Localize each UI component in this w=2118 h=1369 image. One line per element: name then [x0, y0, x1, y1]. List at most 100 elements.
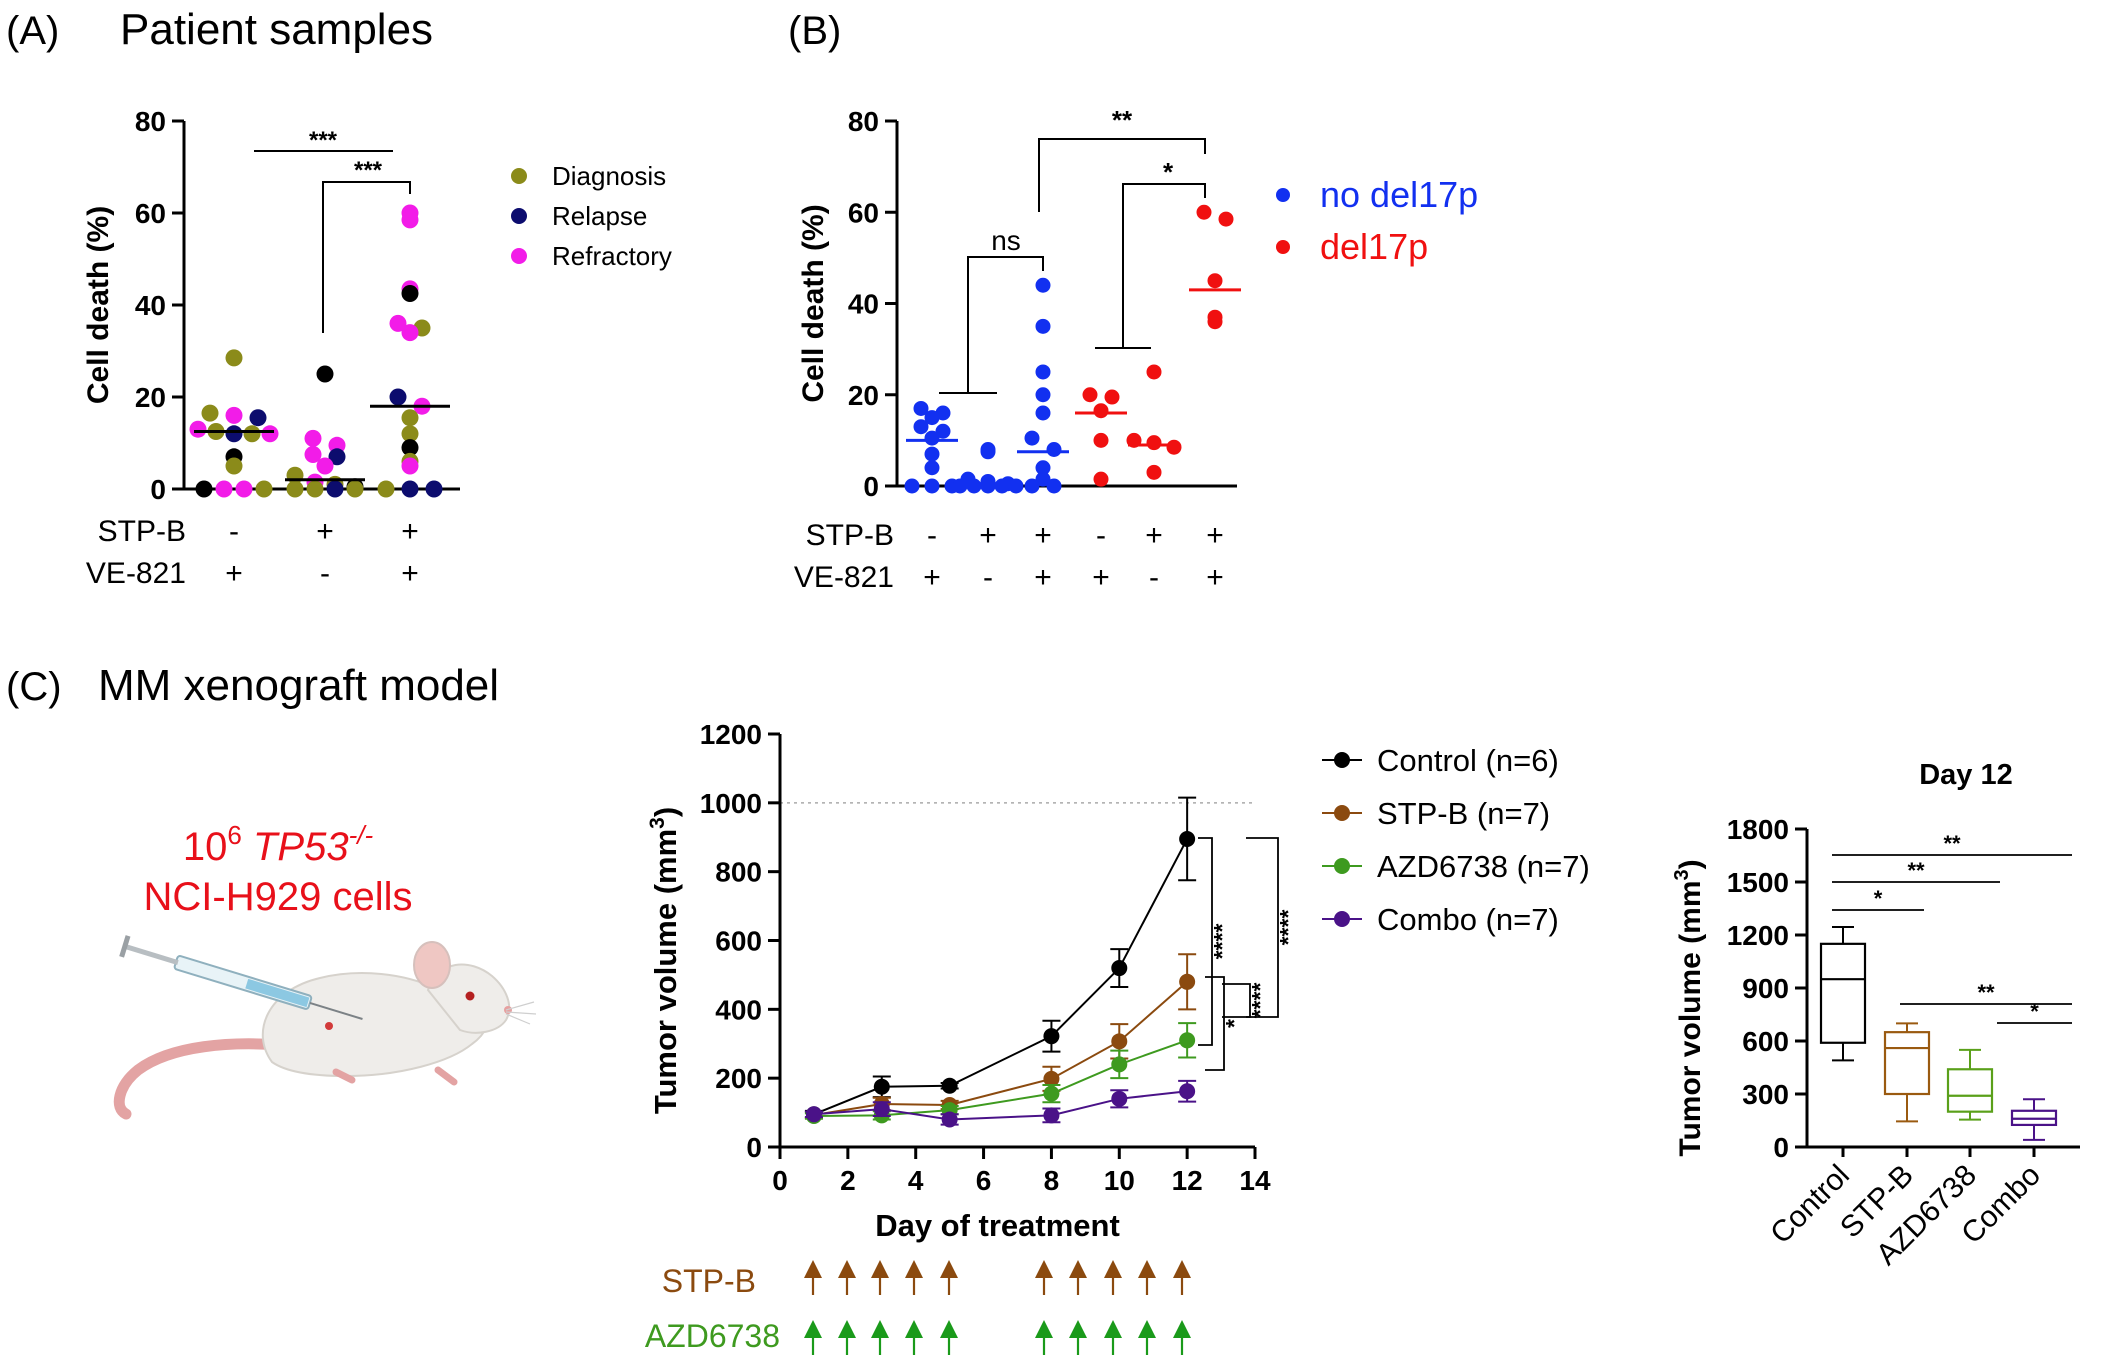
data-point: [255, 480, 273, 498]
y-tick-label: 0: [150, 474, 166, 505]
data-point: [316, 457, 334, 475]
data-point: [235, 480, 253, 498]
data-point: [1035, 318, 1051, 334]
legend-label: STP-B (n=7): [1377, 796, 1550, 831]
data-point: [924, 410, 940, 426]
treatment-sign: -: [1096, 519, 1106, 552]
data-point: [1218, 211, 1234, 227]
mouse-back-paw: [332, 1068, 356, 1084]
treatment-sign: -: [1149, 561, 1159, 594]
mouse-whiskers: [505, 1001, 537, 1025]
data-point: [1179, 973, 1196, 990]
treatment-sign: +: [1092, 561, 1110, 594]
y-tick-label: 80: [135, 106, 166, 137]
treatment-sign: -: [927, 519, 937, 552]
treatment-sign: -: [320, 557, 330, 590]
treatment-sign: -: [983, 561, 993, 594]
y-axis-label-sup: 3: [646, 817, 669, 829]
cells-exponent: 6: [227, 820, 241, 850]
box-chart-title: Day 12: [1919, 759, 2013, 791]
y-tick-label: 900: [1742, 973, 1789, 1004]
data-point: [328, 448, 346, 466]
y-axis-label: Cell death (%): [797, 204, 830, 402]
data-point: [1024, 430, 1040, 446]
data-point: [389, 388, 407, 406]
data-point: [935, 423, 951, 439]
dosing-schedule: [804, 1260, 1191, 1355]
mouse-tail: [113, 1038, 298, 1120]
box: [1946, 1068, 1994, 1113]
data-point: [389, 314, 407, 332]
data-point: [913, 419, 929, 435]
data-point: [1146, 435, 1162, 451]
significance-bracket: [1246, 837, 1279, 1018]
data-point: [1035, 387, 1051, 403]
data-point: [195, 480, 213, 498]
x-tick-label: Control: [1764, 1159, 1856, 1251]
treatment-sign: +: [1145, 519, 1163, 552]
significance-label: **: [1907, 858, 1925, 883]
cells-count: 10: [183, 825, 228, 869]
significance-label: ****: [1209, 924, 1235, 960]
legend-label: Combo (n=7): [1377, 902, 1559, 937]
mouse-ear: [413, 941, 451, 989]
data-point: [904, 478, 920, 494]
data-point: [873, 1101, 890, 1118]
data-point: [1046, 442, 1062, 457]
dose-arrow-head: [838, 1320, 856, 1338]
data-point: [225, 406, 243, 424]
significance-label: **: [1977, 980, 1995, 1005]
data-point: [377, 480, 395, 498]
legend-marker: [1334, 911, 1350, 927]
data-point: [1008, 478, 1024, 494]
treatment-label: STP-B: [806, 519, 894, 552]
x-tick-label: 14: [1239, 1165, 1271, 1196]
y-tick-label: 60: [135, 198, 166, 229]
data-point: [306, 480, 324, 498]
data-point: [401, 211, 419, 229]
data-point: [924, 460, 940, 476]
panel-a-letter: (A): [6, 9, 59, 53]
dose-arrow-head: [1138, 1320, 1156, 1338]
panel-c-letter: (C): [6, 665, 62, 709]
data-point: [225, 425, 243, 443]
dose-arrow-head: [804, 1260, 822, 1278]
syringe-needle: [309, 1001, 363, 1020]
data-point: [401, 324, 419, 342]
panel-b-letter: (B): [788, 9, 841, 53]
dose-arrow-head: [871, 1320, 889, 1338]
y-axis-label: Cell death (%): [82, 206, 115, 404]
treatment-label: VE-821: [794, 561, 894, 594]
cells-gene-superscript: -/-: [349, 820, 374, 850]
data-point: [924, 478, 940, 494]
data-point: [1035, 405, 1051, 421]
data-point: [980, 444, 996, 460]
data-point: [286, 480, 304, 498]
y-axis-label-text: Tumor volume (mm: [648, 829, 683, 1114]
dose-arrow-head: [838, 1260, 856, 1278]
dose-arrow-head: [1035, 1320, 1053, 1338]
data-point: [225, 457, 243, 475]
legend-marker: [1334, 858, 1350, 874]
data-point: [425, 480, 443, 498]
data-point: [966, 478, 982, 494]
significance-bracket: [967, 256, 1044, 393]
data-point: [1104, 389, 1120, 405]
y-tick-label: 200: [715, 1063, 762, 1094]
significance-label: *: [1163, 157, 1174, 187]
treatment-sign: +: [923, 561, 941, 594]
series-line: [813, 1090, 1188, 1121]
y-axis-label-text: Tumor volume (mm: [1674, 880, 1707, 1156]
significance-bracket: [1205, 976, 1225, 1071]
y-tick-label: 600: [1742, 1026, 1789, 1057]
data-point: [1093, 432, 1109, 448]
treatment-sign: +: [979, 519, 997, 552]
data-point: [316, 365, 334, 383]
data-point: [941, 1077, 958, 1094]
data-point: [873, 1078, 890, 1095]
x-tick-label: 2: [840, 1165, 856, 1196]
data-point: [326, 480, 344, 498]
significance-bracket: [322, 181, 411, 333]
treatment-sign: +: [1206, 519, 1224, 552]
data-point: [941, 1111, 958, 1128]
